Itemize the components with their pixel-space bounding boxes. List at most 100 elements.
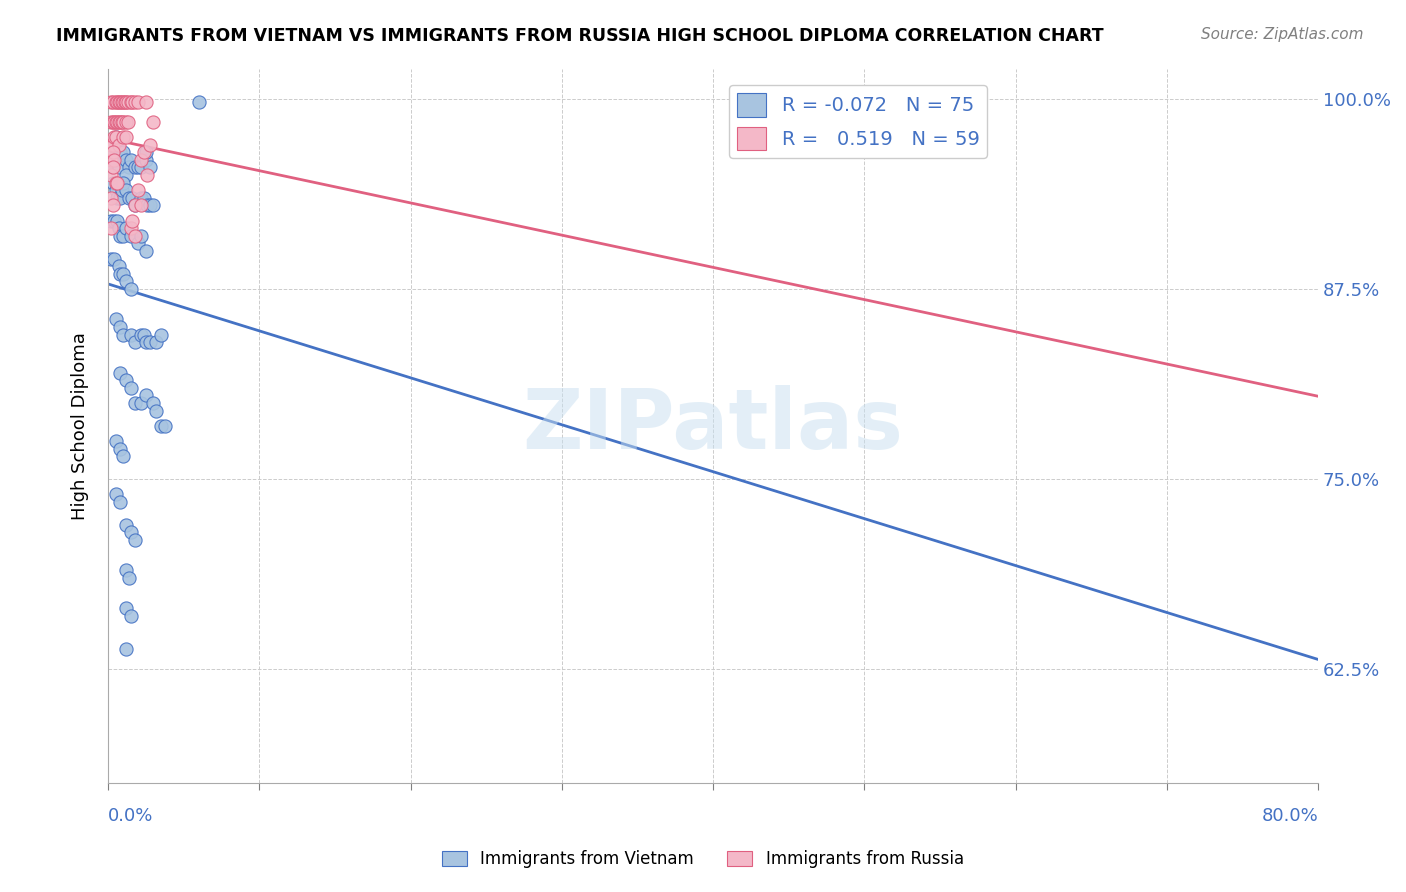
Point [101, 114, 124, 128]
Point [107, 95, 129, 109]
Point [107, 114, 129, 128]
Point [107, 259, 129, 273]
Point [127, 236, 149, 251]
Point [104, 183, 127, 197]
Point [124, 95, 146, 109]
Point [114, 95, 136, 109]
Point [136, 198, 159, 212]
Point [108, 145, 131, 160]
Point [145, 335, 167, 350]
Point [107, 161, 129, 175]
Point [108, 494, 131, 508]
Text: Source: ZipAtlas.com: Source: ZipAtlas.com [1201, 27, 1364, 42]
Point [129, 228, 152, 243]
Point [105, 95, 128, 109]
Point [134, 145, 156, 160]
Point [100, 168, 122, 182]
Point [127, 183, 149, 197]
Point [103, 213, 125, 227]
Point [108, 442, 131, 456]
Point [112, 95, 135, 109]
Point [124, 198, 146, 212]
Text: ZIPatlas: ZIPatlas [523, 385, 904, 467]
Point [112, 449, 135, 463]
Point [118, 161, 141, 175]
Point [142, 114, 165, 128]
Point [115, 130, 138, 145]
Point [139, 137, 162, 152]
Point [101, 137, 124, 152]
Point [115, 373, 138, 387]
Point [115, 221, 138, 235]
Point [115, 183, 138, 197]
Point [100, 137, 122, 152]
Point [127, 161, 149, 175]
Point [105, 114, 128, 128]
Point [101, 176, 124, 190]
Point [135, 388, 157, 402]
Point [108, 366, 131, 380]
Point [105, 213, 128, 227]
Point [135, 95, 157, 109]
Point [108, 114, 131, 128]
Point [121, 191, 143, 205]
Point [104, 95, 127, 109]
Point [104, 114, 127, 128]
Text: IMMIGRANTS FROM VIETNAM VS IMMIGRANTS FROM RUSSIA HIGH SCHOOL DIPLOMA CORRELATIO: IMMIGRANTS FROM VIETNAM VS IMMIGRANTS FR… [56, 27, 1104, 45]
Point [121, 95, 143, 109]
Point [115, 642, 138, 657]
Point [115, 168, 138, 182]
Point [107, 221, 129, 235]
Point [110, 95, 132, 109]
Point [135, 145, 157, 160]
Y-axis label: High School Diploma: High School Diploma [72, 332, 89, 520]
Point [115, 563, 138, 577]
Point [103, 153, 125, 167]
Point [108, 228, 131, 243]
Point [129, 191, 152, 205]
Text: 0.0%: 0.0% [108, 807, 153, 825]
Point [110, 183, 132, 197]
Point [115, 114, 138, 128]
Point [118, 191, 141, 205]
Point [100, 153, 122, 167]
Point [117, 95, 139, 109]
Point [129, 396, 152, 410]
Point [101, 198, 124, 212]
Point [134, 191, 156, 205]
Point [134, 327, 156, 342]
Point [112, 176, 135, 190]
Point [100, 137, 122, 152]
Point [100, 213, 122, 227]
Point [135, 244, 157, 258]
Point [104, 153, 127, 167]
Point [104, 312, 127, 326]
Point [110, 114, 132, 128]
Point [104, 130, 127, 145]
Point [100, 95, 122, 109]
Point [136, 168, 159, 182]
Point [120, 381, 142, 395]
Point [155, 418, 177, 433]
Point [115, 153, 138, 167]
Point [139, 198, 162, 212]
Point [145, 403, 167, 417]
Point [100, 221, 122, 235]
Point [118, 571, 141, 585]
Point [142, 396, 165, 410]
Point [129, 198, 152, 212]
Point [124, 533, 146, 547]
Point [120, 221, 142, 235]
Point [129, 153, 152, 167]
Point [124, 161, 146, 175]
Point [108, 267, 131, 281]
Legend: Immigrants from Vietnam, Immigrants from Russia: Immigrants from Vietnam, Immigrants from… [436, 844, 970, 875]
Point [101, 161, 124, 175]
Point [104, 130, 127, 145]
Point [121, 213, 143, 227]
Point [115, 601, 138, 615]
Point [105, 153, 128, 167]
Point [112, 114, 135, 128]
Point [127, 95, 149, 109]
Point [142, 198, 165, 212]
